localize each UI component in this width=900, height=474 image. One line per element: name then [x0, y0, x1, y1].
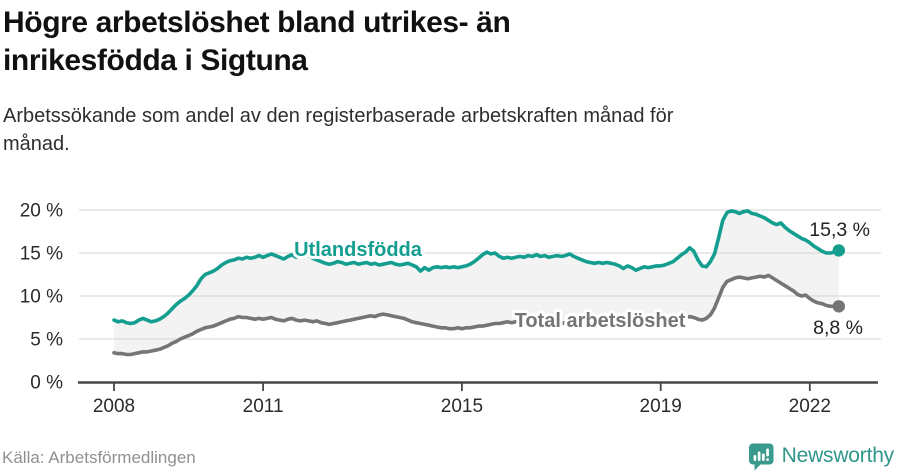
- page-subtitle-line-2: månad.: [3, 133, 70, 155]
- series-end-value-label: 8,8 %: [813, 317, 863, 339]
- newsworthy-logo-link[interactable]: Newsworthy: [747, 441, 894, 471]
- series-inline-label: Total arbetslöshet: [515, 310, 686, 332]
- newsworthy-bubble-barchart-icon: [748, 443, 774, 470]
- x-axis-tick-label: 2022: [789, 396, 831, 417]
- series-inline-label: Utlandsfödda: [294, 239, 423, 261]
- source-note: Källa: Arbetsförmedlingen: [2, 448, 196, 467]
- x-axis-tick-label: 2015: [441, 396, 483, 417]
- page-subtitle-line-1: Arbetssökande som andel av den registerb…: [3, 105, 674, 127]
- series-end-dot: [832, 244, 845, 257]
- series-end-value-label: 15,3 %: [809, 219, 870, 241]
- newsworthy-logo-text: Newsworthy: [781, 444, 895, 467]
- series-line-utlandsfodda: [112, 209, 841, 326]
- y-axis-tick-label: 15 %: [20, 244, 63, 265]
- page-subtitle: Arbetssökande som andel av den registerb…: [3, 102, 843, 158]
- x-axis-tick-label: 2019: [640, 396, 682, 417]
- page-title-line-2: inrikesfödda i Sigtuna: [3, 44, 308, 77]
- page-title-line-1: Högre arbetslöshet bland utrikes- än: [3, 6, 511, 39]
- x-axis-tick-label: 2008: [93, 396, 135, 417]
- series-end-dot: [832, 300, 845, 313]
- y-axis-tick-label: 0 %: [30, 373, 63, 394]
- y-axis-tick-label: 5 %: [30, 330, 63, 351]
- page-title: Högre arbetslöshet bland utrikes- än inr…: [3, 4, 743, 80]
- y-axis-tick-label: 20 %: [20, 201, 63, 222]
- y-axis-tick-label: 10 %: [20, 287, 63, 308]
- series-line-total: [112, 273, 841, 357]
- band-between-series: [114, 210, 839, 355]
- x-axis-tick-label: 2011: [243, 396, 284, 417]
